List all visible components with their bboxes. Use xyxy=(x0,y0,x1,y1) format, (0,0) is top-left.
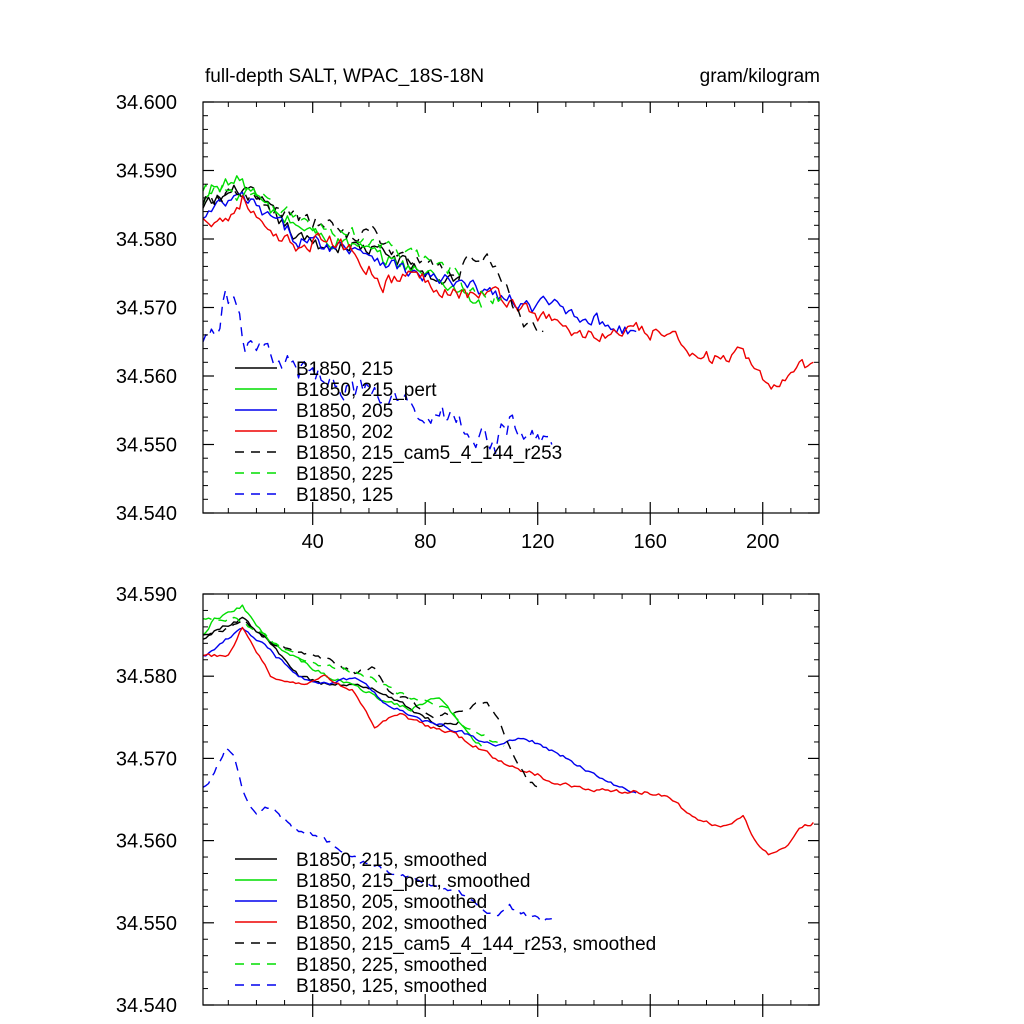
y-tick-label: 34.560 xyxy=(116,831,177,853)
series-line-b1850-215-smoothed xyxy=(202,616,460,728)
legend-label: B1850, 125, smoothed xyxy=(296,976,487,997)
x-tick-label: 200 xyxy=(746,531,779,553)
legend-label: B1850, 205 xyxy=(296,401,393,422)
legend-label: B1850, 215_pert, smoothed xyxy=(296,871,531,892)
series-line-b1850-225-smoothed xyxy=(202,616,505,747)
series-line-b1850-205-smoothed xyxy=(202,627,637,794)
series-line-b1850-202 xyxy=(202,194,814,390)
legend-label: B1850, 225, smoothed xyxy=(296,955,487,976)
series-line-b1850-202-smoothed xyxy=(202,626,814,856)
x-tick-label: 120 xyxy=(521,531,554,553)
plot-frame xyxy=(202,593,820,1006)
y-tick-label: 34.550 xyxy=(116,435,177,457)
legend-label: B1850, 202 xyxy=(296,422,393,443)
series-line-b1850-205 xyxy=(202,191,637,335)
chart-title-left: full-depth SALT, WPAC_18S-18N xyxy=(205,66,484,87)
legend-label: B1850, 215, smoothed xyxy=(296,850,487,871)
y-tick-label: 34.590 xyxy=(116,161,177,183)
x-tick-label: 40 xyxy=(302,531,324,553)
legend-label: B1850, 202, smoothed xyxy=(296,913,487,934)
y-tick-label: 34.580 xyxy=(116,666,177,688)
legend-label: B1850, 225 xyxy=(296,464,393,485)
series-line-b1850-215-pert xyxy=(202,175,483,308)
y-tick-label: 34.550 xyxy=(116,913,177,935)
y-tick-label: 34.580 xyxy=(116,229,177,251)
series-line-b1850-125-smoothed xyxy=(202,747,552,923)
series-line-b1850-225 xyxy=(202,183,505,305)
legend-label: B1850, 215_pert xyxy=(296,380,437,401)
y-tick-label: 34.590 xyxy=(116,584,177,606)
series-line-b1850-215-cam5-4-144-r253-smoothed xyxy=(202,619,544,789)
top-panel: full-depth SALT, WPAC_18S-18N gram/kilog… xyxy=(116,66,820,553)
chart-title-right: gram/kilogram xyxy=(700,66,820,87)
tick-layer: 34.540 34.550 34.560 34.570 34.580 34.590 xyxy=(116,584,819,1017)
y-tick-label: 34.540 xyxy=(116,503,177,525)
x-tick-label: 160 xyxy=(634,531,667,553)
series-layer xyxy=(202,175,814,455)
legend-label: B1850, 215_cam5_4_144_r253, smoothed xyxy=(296,934,656,955)
series-line-b1850-215-pert-smoothed xyxy=(202,604,483,747)
bottom-panel: 34.540 34.550 34.560 34.570 34.580 34.590 B18… xyxy=(116,584,820,1017)
legend-label: B1850, 215 xyxy=(296,359,393,380)
series-line-b1850-215-cam5-4-144-r253 xyxy=(202,188,544,334)
series-layer xyxy=(202,604,814,923)
tick-layer: 34.540 34.550 34.560 34.570 34.580 34.590 34.6… xyxy=(116,92,819,553)
legend-label: B1850, 215_cam5_4_144_r253 xyxy=(296,443,562,464)
x-tick-label: 80 xyxy=(414,531,436,553)
legend-label: B1850, 125 xyxy=(296,485,393,506)
y-tick-label: 34.600 xyxy=(116,92,177,114)
y-tick-label: 34.560 xyxy=(116,366,177,388)
y-tick-label: 34.570 xyxy=(116,298,177,320)
legend-label: B1850, 205, smoothed xyxy=(296,892,487,913)
y-tick-label: 34.570 xyxy=(116,748,177,770)
y-tick-label: 34.540 xyxy=(116,995,177,1017)
